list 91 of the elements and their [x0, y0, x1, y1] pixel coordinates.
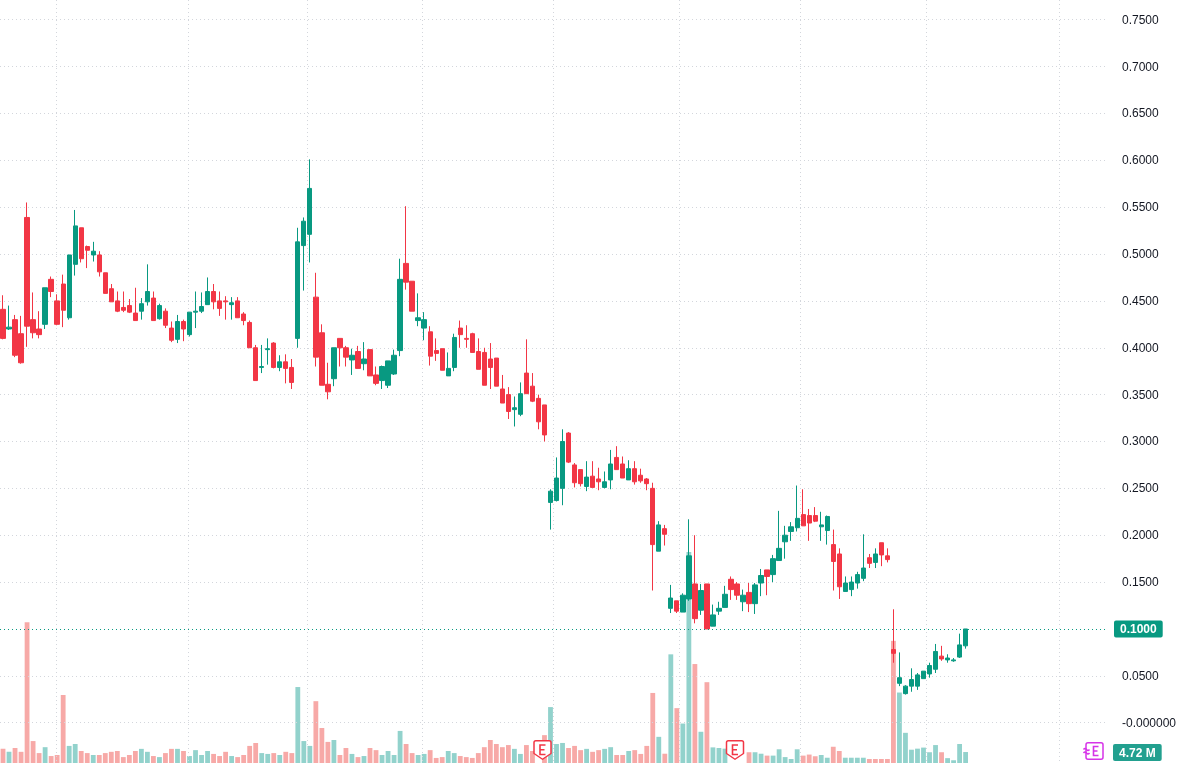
text: 4.72 M	[1119, 746, 1156, 760]
candlestick	[764, 569, 770, 596]
candlestick	[397, 258, 403, 357]
y-tick-label: 0.4000	[1122, 340, 1160, 355]
candlestick	[692, 534, 698, 624]
bar	[271, 753, 277, 763]
candlestick	[716, 601, 722, 616]
bar	[674, 708, 680, 763]
candlestick	[145, 263, 150, 307]
candlestick	[0, 294, 6, 340]
candlestick	[181, 319, 186, 342]
candlestick	[97, 250, 102, 278]
candlestick	[668, 584, 673, 614]
candlestick	[205, 276, 210, 306]
y-tick-label: 0.6000	[1122, 153, 1160, 168]
bar	[662, 753, 668, 763]
bar	[157, 757, 162, 763]
y-tick-label: 0.2000	[1122, 528, 1160, 543]
bar	[331, 740, 337, 763]
bar	[584, 748, 589, 763]
candlestick	[361, 341, 367, 371]
candlestick	[662, 524, 667, 547]
candlestick	[722, 585, 728, 608]
candlestick	[163, 307, 168, 329]
bar	[151, 756, 156, 763]
candlestick	[704, 583, 710, 630]
candlestick	[355, 345, 361, 369]
y-tick-label: 0.7000	[1122, 59, 1160, 74]
candlestick	[229, 296, 234, 321]
bar	[277, 754, 283, 763]
y-tick-label: -0.000000	[1122, 715, 1177, 730]
candlestick	[626, 459, 631, 481]
bar	[939, 752, 944, 763]
ref-line-label: 0.1000	[1120, 621, 1158, 636]
candlestick	[939, 645, 944, 662]
candlestick	[873, 547, 878, 569]
candlestick	[867, 553, 872, 569]
candlestick	[740, 589, 746, 612]
bar	[90, 754, 96, 763]
candlestick	[169, 321, 174, 343]
candlestick	[265, 337, 270, 366]
y-tick-label: 0.2500	[1122, 481, 1160, 496]
y-tick-label: 0.3500	[1122, 387, 1160, 402]
y-tick-label: 0.5000	[1122, 247, 1160, 262]
candlestick	[271, 341, 276, 369]
y-tick-label: 0.5500	[1122, 200, 1160, 215]
candlestick	[674, 600, 679, 614]
bar	[668, 654, 674, 763]
candlestick	[452, 333, 457, 372]
candlestick	[151, 291, 156, 322]
y-tick-label: 0.6500	[1122, 106, 1160, 121]
candlestick	[656, 520, 661, 552]
y-tick-label: 0.0500	[1122, 668, 1160, 683]
candlestick	[349, 348, 355, 376]
candlestick	[566, 431, 571, 464]
bar	[692, 664, 698, 763]
candlestick	[608, 449, 613, 490]
candlestick	[175, 314, 180, 344]
candlestick	[446, 351, 451, 377]
candlestick	[758, 568, 764, 597]
y-tick-label: 0.1500	[1122, 575, 1160, 590]
candlestick	[752, 582, 758, 615]
candlestick	[6, 305, 12, 331]
candlestick	[650, 482, 655, 592]
candlestick	[157, 303, 162, 321]
bar	[42, 747, 48, 763]
candlestick	[48, 276, 54, 298]
bar	[626, 750, 632, 763]
candlestick	[584, 460, 589, 492]
bar	[229, 756, 235, 763]
candlestick	[602, 470, 607, 489]
bar	[698, 731, 704, 763]
bar	[36, 753, 42, 763]
candlestick	[897, 651, 902, 687]
candlestick	[698, 583, 704, 616]
candlestick	[458, 320, 463, 349]
candlestick	[139, 297, 144, 321]
bar	[175, 748, 180, 763]
bar	[181, 750, 186, 763]
candlestick	[277, 354, 282, 372]
candlestick	[91, 241, 96, 263]
candlestick	[42, 287, 48, 330]
candlestick	[746, 582, 752, 613]
y-tick-label: 0.7500	[1122, 12, 1160, 27]
candlestick	[259, 344, 264, 374]
y-tick-label: 0.4500	[1122, 293, 1160, 308]
candlestick	[710, 604, 716, 627]
bar	[656, 736, 662, 763]
y-tick-label: 0.3000	[1122, 434, 1160, 449]
candlestick	[331, 347, 337, 387]
candlestick	[782, 525, 788, 560]
